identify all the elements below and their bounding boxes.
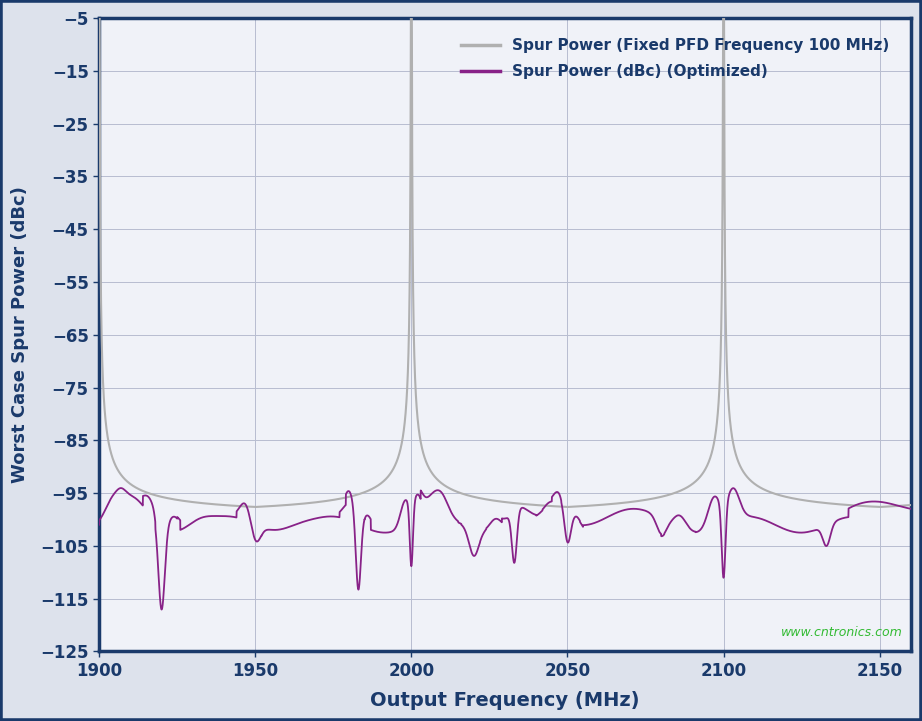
X-axis label: Output Frequency (MHz): Output Frequency (MHz) bbox=[371, 691, 640, 710]
Legend: Spur Power (Fixed PFD Frequency 100 MHz), Spur Power (dBc) (Optimized): Spur Power (Fixed PFD Frequency 100 MHz)… bbox=[455, 32, 895, 85]
Text: www.cntronics.com: www.cntronics.com bbox=[781, 626, 903, 639]
Y-axis label: Worst Case Spur Power (dBc): Worst Case Spur Power (dBc) bbox=[11, 186, 30, 483]
